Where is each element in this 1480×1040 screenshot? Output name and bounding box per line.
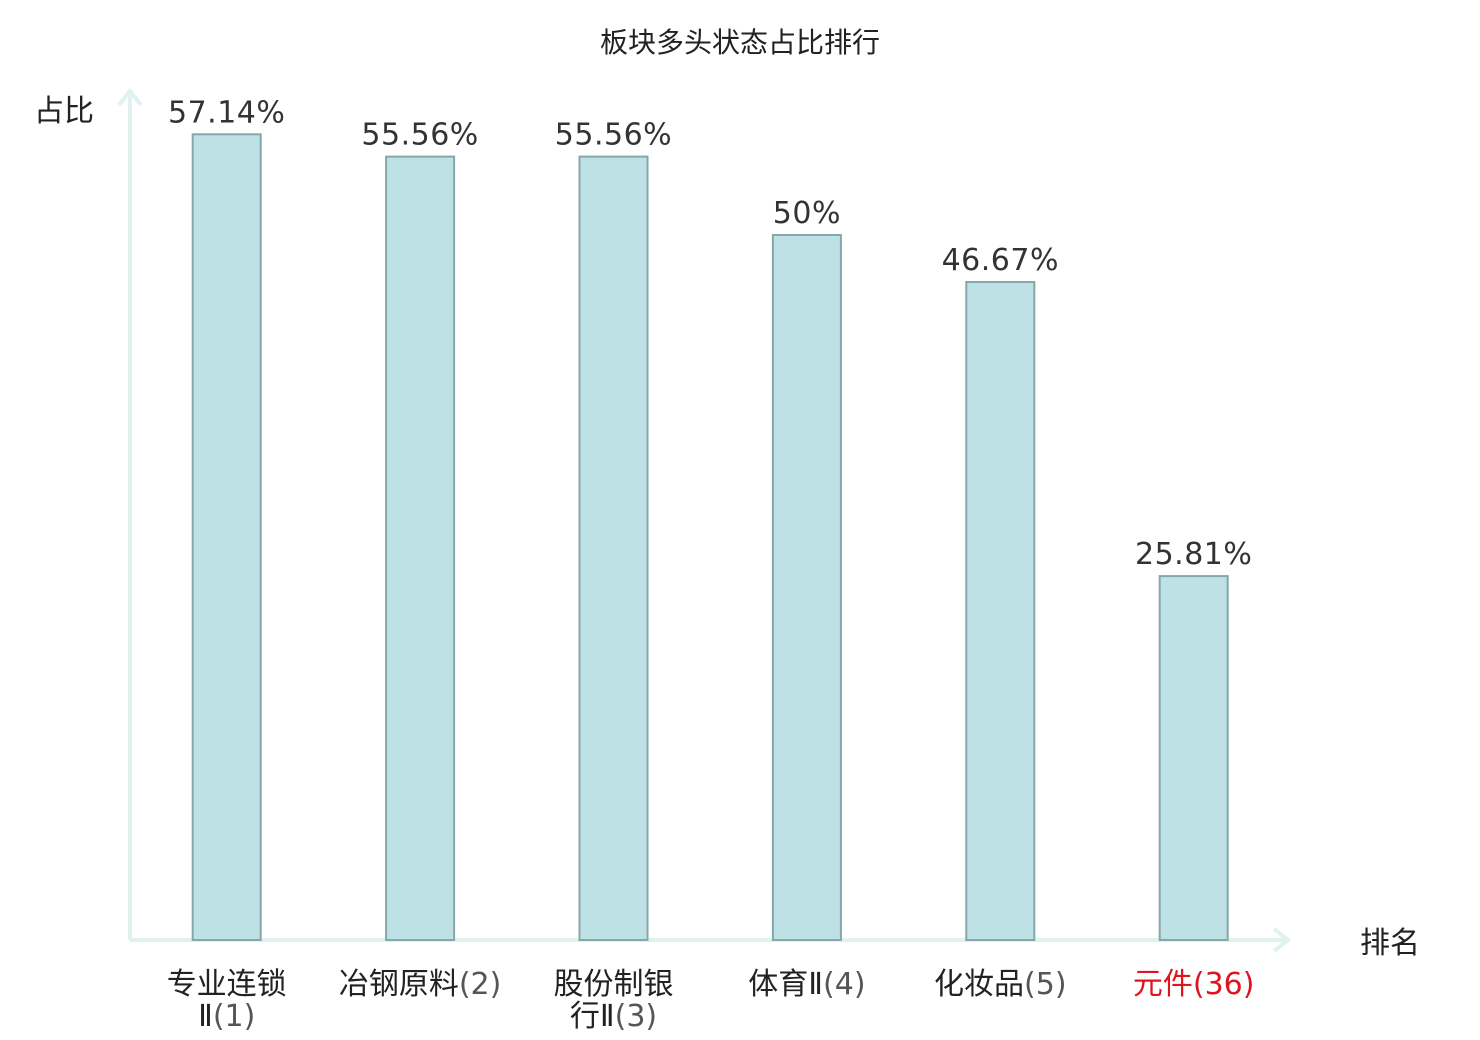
- bar-2: [385, 155, 456, 942]
- value-label-3: 55.56%: [555, 118, 672, 153]
- category-label-1-line-2: Ⅱ(1): [198, 999, 255, 1034]
- category-name: 专业连锁: [167, 967, 287, 1002]
- value-label-1: 57.14%: [168, 95, 285, 130]
- bars-group: [191, 133, 1229, 942]
- value-labels-group: 57.14% 55.56% 55.56% 50% 46.67% 25.81%: [168, 95, 1252, 572]
- category-label-3-line-1: 股份制银: [554, 967, 674, 1002]
- category-label-4: 体育Ⅱ(4): [748, 967, 865, 1002]
- y-axis-label: 占比: [34, 94, 94, 129]
- value-label-5: 46.67%: [942, 243, 1059, 278]
- axes: [117, 87, 1292, 953]
- x-axis-arrow: [1272, 927, 1292, 953]
- category-label-5: 化妆品(5): [934, 967, 1067, 1002]
- category-name: 体育Ⅱ: [748, 967, 823, 1002]
- bar-5: [965, 281, 1036, 941]
- x-axis-label: 排名: [1360, 926, 1420, 961]
- category-label-1-line-1: 专业连锁: [167, 967, 287, 1002]
- category-name: 冶钢原料: [339, 967, 459, 1002]
- chart-title: 板块多头状态占比排行: [600, 26, 880, 59]
- bar-3: [578, 155, 649, 942]
- value-label-4: 50%: [773, 196, 841, 231]
- category-name: 化妆品: [934, 967, 1024, 1002]
- category-name: 股份制银: [554, 967, 674, 1002]
- category-rank: (2): [459, 967, 502, 1002]
- y-axis-arrow: [117, 87, 143, 107]
- category-label-2: 冶钢原料(2): [339, 967, 501, 1002]
- category-name: 行Ⅱ: [570, 999, 615, 1034]
- value-label-2: 55.56%: [361, 118, 478, 153]
- category-rank: (5): [1024, 967, 1067, 1002]
- category-name: Ⅱ: [198, 999, 213, 1034]
- category-rank: (3): [615, 999, 658, 1034]
- category-rank: (36): [1193, 967, 1255, 1002]
- category-name: 元件: [1133, 967, 1193, 1002]
- category-label-3-line-2: 行Ⅱ(3): [570, 999, 657, 1034]
- bar-4: [771, 234, 842, 941]
- bar-1: [191, 133, 262, 942]
- category-rank: (1): [213, 999, 256, 1034]
- value-label-6: 25.81%: [1135, 537, 1252, 572]
- category-rank: (4): [823, 967, 866, 1002]
- category-label-6: 元件(36): [1133, 967, 1255, 1002]
- bar-6: [1158, 575, 1229, 941]
